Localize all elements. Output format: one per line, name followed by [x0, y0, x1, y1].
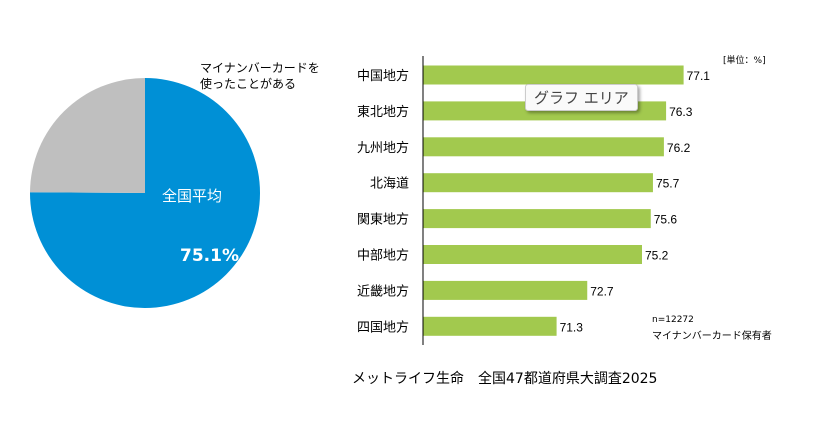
- category-label: 関東地方: [357, 212, 409, 228]
- pie-legend-label: マイナンバーカードを 使ったことがある: [200, 61, 320, 91]
- category-label: 東北地方: [357, 104, 409, 120]
- value-label: 75.6: [654, 213, 678, 227]
- unit-label: [単位：%]: [723, 56, 766, 66]
- category-label: 近畿地方: [357, 283, 409, 299]
- bar-5: [423, 245, 642, 264]
- value-label: 76.3: [669, 105, 693, 119]
- category-label: 九州地方: [357, 140, 409, 156]
- bar-7: [423, 316, 557, 336]
- category-label: 北海道: [370, 177, 409, 192]
- pie-center-label: 全国平均: [162, 187, 223, 205]
- sample-group-note: マイナンバーカード保有者: [652, 331, 772, 342]
- value-label: 72.7: [590, 284, 614, 298]
- category-label: 中国地方: [357, 68, 409, 84]
- category-label: 中部地方: [357, 248, 409, 264]
- pie-slice-1: [30, 78, 145, 193]
- value-label: 75.7: [656, 177, 680, 191]
- bar-4: [423, 209, 651, 229]
- source-caption: メットライフ生命 全国47都道府県大調査2025: [352, 371, 658, 387]
- value-label: 71.3: [560, 320, 584, 334]
- pie-slice-0: [30, 78, 261, 309]
- bar-2: [423, 137, 664, 157]
- sample-size-note: n=12272: [652, 315, 694, 325]
- value-label: 76.2: [667, 141, 691, 155]
- bar-3: [423, 173, 653, 193]
- value-label: 77.1: [687, 69, 711, 83]
- chart-area-tooltip: グラフ エリア: [525, 84, 638, 111]
- pie-value-label: 75.1%: [180, 246, 239, 266]
- value-label: 75.2: [645, 249, 669, 263]
- category-label: 四国地方: [357, 319, 409, 335]
- bar-6: [423, 280, 588, 300]
- bar-0: [423, 65, 684, 85]
